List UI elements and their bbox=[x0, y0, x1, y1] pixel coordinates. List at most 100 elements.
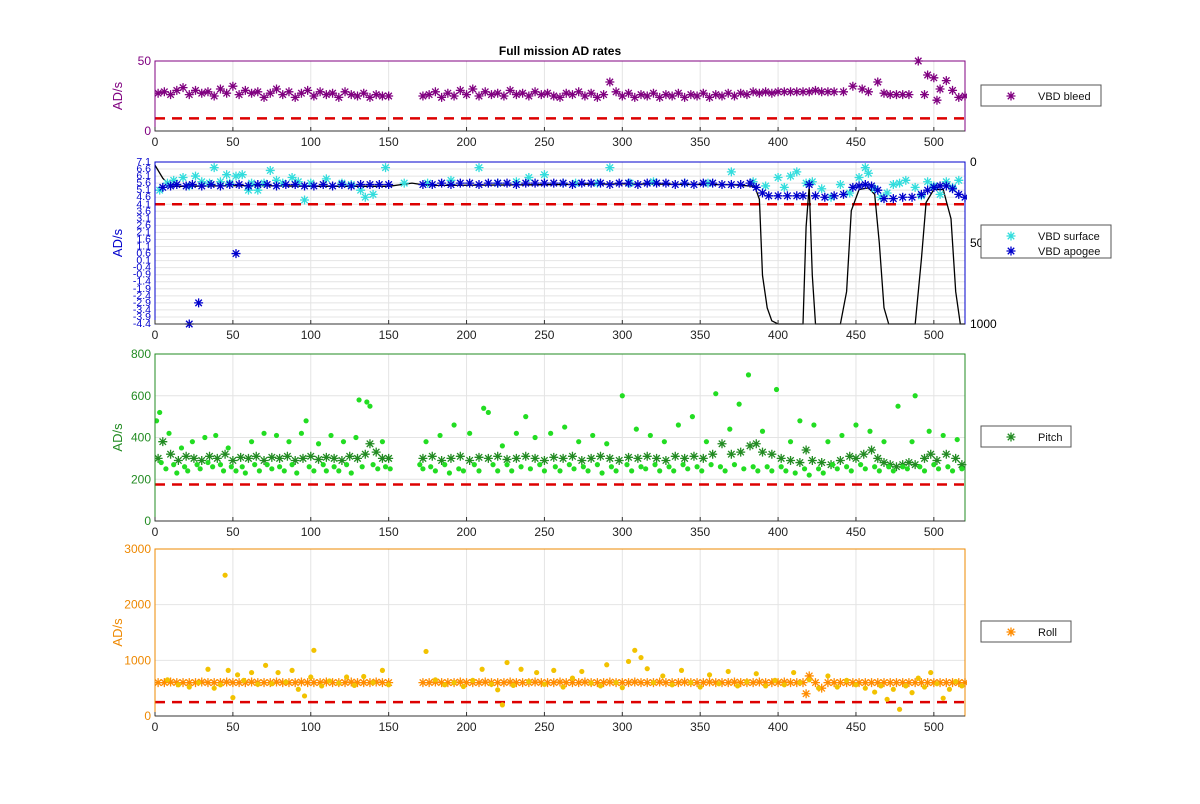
data-point bbox=[758, 188, 767, 198]
legend: Pitch bbox=[980, 425, 1072, 448]
legend-marker bbox=[1006, 627, 1016, 637]
data-point bbox=[680, 178, 690, 188]
data-point bbox=[518, 678, 528, 688]
data-point bbox=[652, 462, 658, 468]
data-point bbox=[539, 455, 549, 465]
data-point bbox=[181, 451, 191, 461]
data-point bbox=[290, 455, 300, 465]
data-point bbox=[365, 439, 375, 449]
data-point bbox=[493, 88, 503, 98]
data-point bbox=[648, 177, 658, 187]
data-point bbox=[872, 464, 878, 470]
data-point bbox=[605, 163, 615, 173]
data-point bbox=[829, 87, 839, 97]
data-point bbox=[493, 178, 503, 188]
x-tick-label: 400 bbox=[768, 525, 788, 539]
data-point bbox=[172, 85, 182, 95]
data-point bbox=[197, 677, 207, 687]
data-point bbox=[801, 178, 811, 188]
data-point bbox=[929, 678, 939, 688]
data-point bbox=[736, 180, 746, 190]
data-point bbox=[611, 87, 621, 97]
data-point bbox=[467, 430, 473, 436]
data-point bbox=[686, 90, 696, 100]
data-point bbox=[172, 678, 182, 688]
data-point bbox=[225, 445, 231, 451]
data-point bbox=[303, 85, 313, 95]
data-point bbox=[353, 434, 359, 441]
data-point bbox=[356, 397, 362, 403]
data-point bbox=[835, 180, 845, 190]
data-point bbox=[499, 443, 505, 449]
data-point bbox=[923, 70, 933, 80]
data-point bbox=[197, 455, 207, 465]
data-point bbox=[851, 453, 861, 463]
data-point bbox=[210, 464, 216, 470]
data-point bbox=[811, 422, 817, 428]
data-point bbox=[926, 428, 932, 434]
data-point bbox=[657, 468, 663, 474]
data-point bbox=[222, 88, 232, 98]
data-point bbox=[798, 191, 808, 201]
data-point bbox=[468, 84, 478, 94]
data-point bbox=[675, 422, 681, 428]
data-point bbox=[792, 191, 802, 201]
subplot-4: 0 50 100 150 200 250 300 350 400 450 500 0 1000 2000 3… bbox=[110, 542, 1072, 734]
data-point bbox=[909, 690, 915, 696]
data-point bbox=[351, 682, 357, 688]
data-point bbox=[485, 409, 491, 416]
data-point bbox=[898, 678, 908, 688]
data-point bbox=[321, 174, 331, 184]
legend-marker bbox=[1006, 432, 1016, 442]
data-point bbox=[698, 678, 708, 688]
data-point bbox=[197, 466, 203, 472]
data-point bbox=[277, 464, 283, 470]
data-point bbox=[386, 682, 392, 688]
data-point bbox=[761, 87, 771, 97]
y-axis-label: AD/s bbox=[110, 618, 125, 647]
data-point bbox=[311, 647, 317, 653]
data-point bbox=[306, 451, 316, 461]
data-point bbox=[801, 445, 811, 455]
data-point bbox=[275, 453, 285, 463]
data-point bbox=[776, 453, 786, 463]
y-tick-label: 1.6 bbox=[136, 233, 151, 245]
data-point bbox=[326, 678, 333, 684]
data-point bbox=[754, 88, 764, 98]
data-point bbox=[923, 177, 933, 187]
data-point bbox=[636, 90, 646, 100]
data-point bbox=[197, 181, 207, 191]
x-tick-label: 50 bbox=[226, 720, 240, 734]
x-tick-label: 450 bbox=[846, 525, 866, 539]
data-point bbox=[328, 432, 334, 439]
data-point bbox=[278, 678, 288, 688]
data-point bbox=[262, 180, 272, 190]
x-tick-label: 500 bbox=[924, 135, 944, 149]
data-point bbox=[916, 189, 926, 199]
data-point bbox=[430, 87, 440, 97]
data-point bbox=[839, 432, 845, 439]
data-point bbox=[910, 678, 920, 688]
data-point bbox=[580, 677, 590, 687]
data-point bbox=[449, 91, 459, 101]
data-point bbox=[633, 180, 643, 190]
data-point bbox=[862, 466, 868, 472]
data-point bbox=[685, 466, 691, 472]
data-point bbox=[251, 451, 261, 461]
data-point bbox=[698, 453, 708, 463]
data-point bbox=[863, 168, 873, 178]
data-point bbox=[267, 452, 277, 462]
data-point bbox=[290, 92, 300, 102]
data-point bbox=[948, 85, 958, 95]
data-point bbox=[745, 372, 752, 378]
data-point bbox=[863, 87, 873, 97]
data-point bbox=[417, 462, 423, 468]
data-point bbox=[801, 689, 811, 699]
data-point bbox=[166, 181, 176, 191]
data-point bbox=[900, 464, 906, 470]
data-point bbox=[181, 464, 188, 470]
data-point bbox=[359, 464, 365, 470]
data-point bbox=[778, 464, 784, 470]
data-point bbox=[191, 85, 200, 95]
